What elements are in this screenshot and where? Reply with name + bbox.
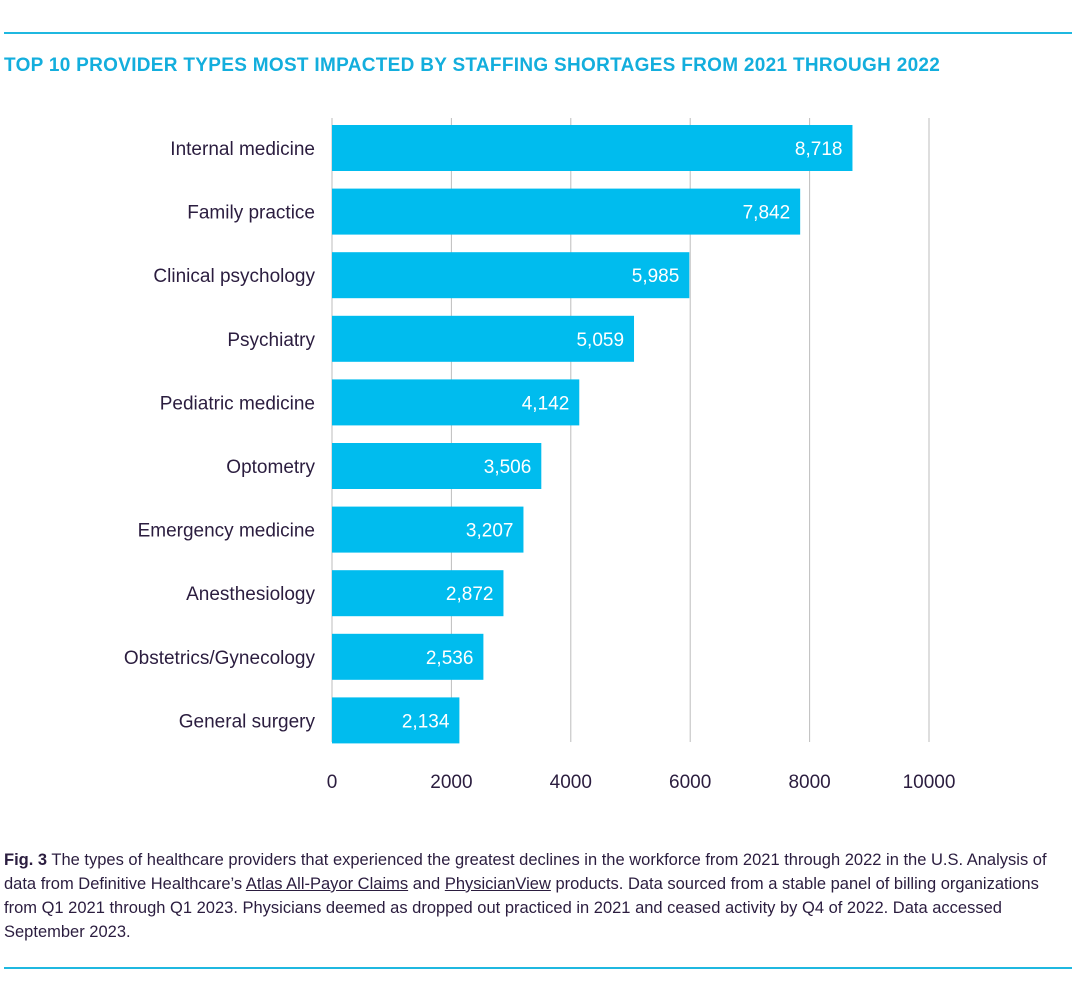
bar	[332, 570, 504, 617]
category-label: Anesthesiology	[186, 584, 315, 605]
figure-number: Fig. 3	[4, 851, 48, 869]
data-label: 4,142	[522, 393, 570, 414]
x-tick-label: 0	[327, 772, 338, 793]
atlas-link[interactable]: Atlas All-Payor Claims	[245, 875, 409, 893]
category-label: Internal medicine	[170, 139, 315, 160]
category-label: Psychiatry	[227, 330, 315, 351]
bar	[332, 188, 801, 235]
caption-text: products. Data sourced from a stable pan…	[4, 875, 1039, 941]
chart-title: TOP 10 PROVIDER TYPES MOST IMPACTED BY S…	[4, 55, 941, 76]
bar	[332, 379, 580, 426]
x-tick-label: 10000	[903, 772, 956, 793]
category-label: Optometry	[226, 457, 315, 478]
category-label: Pediatric medicine	[160, 393, 315, 414]
data-label: 2,134	[402, 711, 450, 732]
x-tick-label: 8000	[788, 772, 830, 793]
data-label: 3,207	[466, 521, 514, 542]
caption-text: The types of healthcare providers that e…	[4, 851, 1047, 893]
category-label: Family practice	[187, 203, 315, 224]
x-tick-label: 6000	[669, 772, 711, 793]
physicianview-link[interactable]: PhysicianView	[444, 875, 551, 893]
category-label: Obstetrics/Gynecology	[124, 648, 316, 669]
data-label: 5,059	[576, 330, 624, 351]
data-label: 3,506	[484, 457, 532, 478]
top-rule	[4, 32, 1072, 34]
bottom-rule	[4, 967, 1072, 969]
bar	[332, 252, 690, 299]
bar	[332, 443, 542, 489]
bar-chart: 0 2000 4000 6000 8000 10000 Internal medicine 8…	[124, 118, 956, 793]
category-label: Clinical psychology	[153, 266, 315, 287]
data-label: 8,718	[795, 139, 843, 160]
bar	[332, 315, 635, 362]
bar	[332, 506, 524, 553]
figure-caption: Fig. 3 The types of healthcare providers…	[4, 848, 1076, 944]
data-label: 5,985	[632, 266, 680, 287]
data-label: 2,872	[446, 584, 494, 605]
x-tick-label: 2000	[430, 772, 472, 793]
bar	[332, 125, 853, 171]
data-label: 7,842	[743, 203, 791, 224]
caption-text: and	[408, 875, 445, 893]
data-label: 2,536	[426, 648, 474, 669]
bar	[332, 697, 460, 744]
bar	[332, 633, 484, 680]
category-label: Emergency medicine	[138, 521, 315, 542]
x-tick-label: 4000	[550, 772, 592, 793]
category-label: General surgery	[179, 711, 316, 732]
